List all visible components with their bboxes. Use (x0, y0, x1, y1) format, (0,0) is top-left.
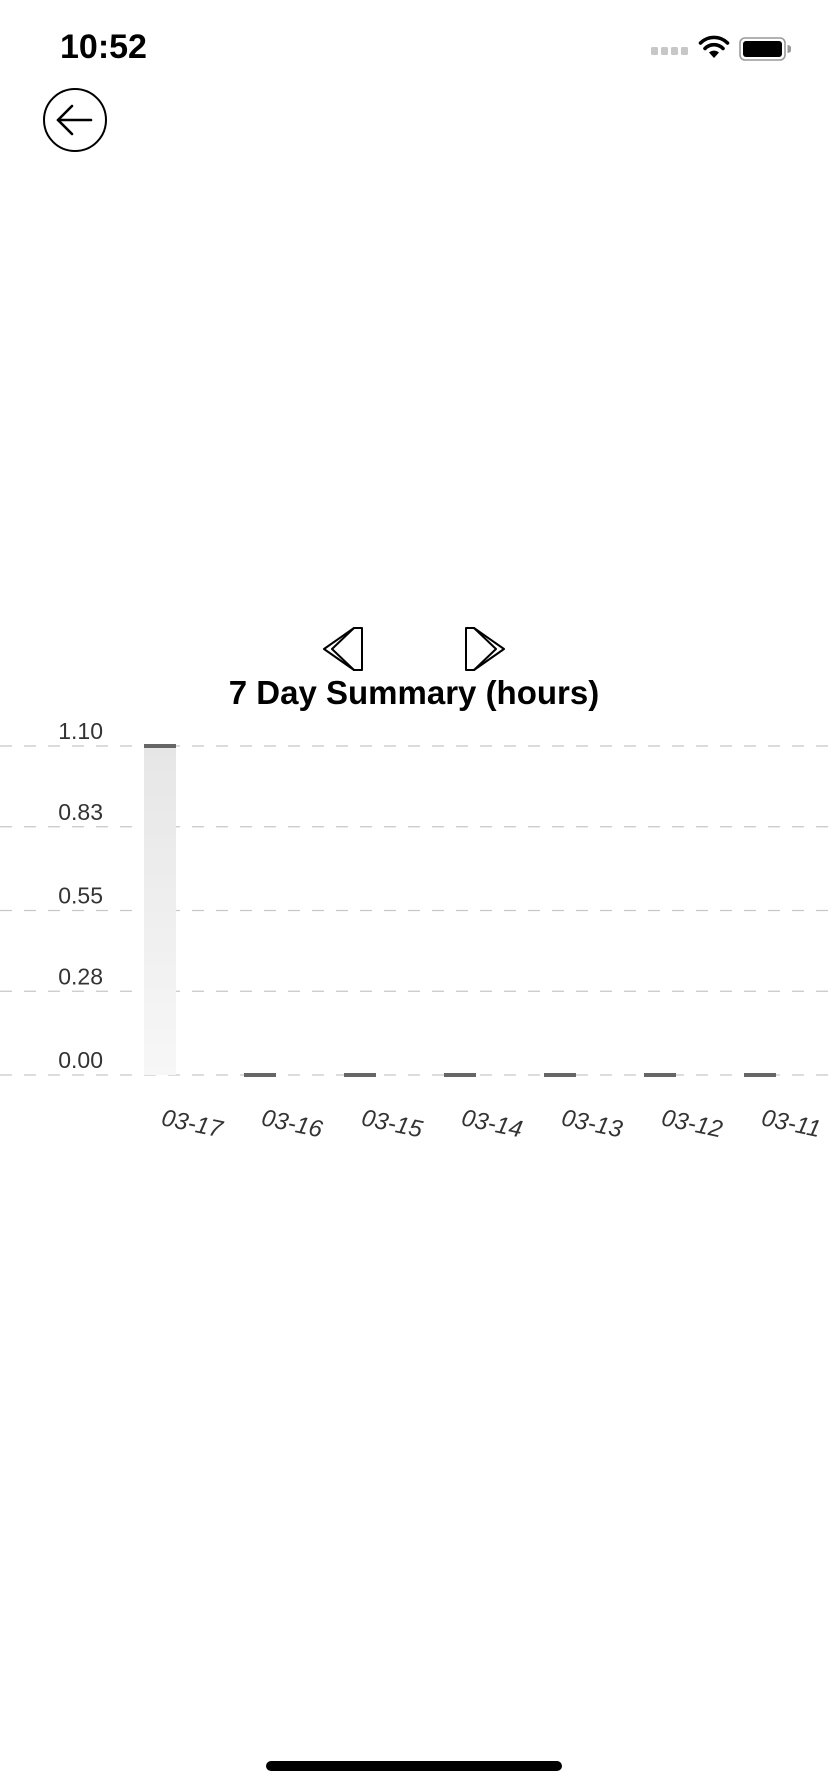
home-indicator (266, 1761, 562, 1771)
status-bar: 10:52 (0, 0, 828, 100)
back-button[interactable] (42, 87, 108, 153)
x-tick-label: 03-17 (159, 1104, 226, 1144)
x-tick-label: 03-14 (459, 1104, 525, 1143)
bar-cap (644, 1073, 676, 1077)
next-week-button[interactable] (462, 626, 506, 672)
bar-cap (244, 1073, 276, 1077)
wifi-icon (698, 35, 730, 58)
x-tick-label: 03-12 (659, 1104, 725, 1143)
y-tick-label: 0.00 (58, 1047, 103, 1073)
bar-chart: 0.00 0.28 0.55 0.83 1.10 03-17 03-16 03-15 03-14… (0, 720, 828, 1144)
week-navigation (0, 626, 828, 676)
bar-cap (144, 744, 176, 748)
chart-title: 7 Day Summary (hours) (228, 674, 600, 711)
x-tick-label: 03-15 (359, 1104, 425, 1143)
status-time: 10:52 (60, 28, 147, 66)
battery-icon (739, 37, 791, 61)
x-tick-label: 03-13 (559, 1104, 625, 1143)
x-tick-label: 03-16 (259, 1104, 325, 1143)
y-tick-label: 0.55 (58, 883, 103, 909)
double-chevron-left-icon (323, 627, 363, 671)
bar-cap (344, 1073, 376, 1077)
x-tick-label: 03-11 (759, 1104, 823, 1143)
cellular-signal-icon (651, 47, 688, 55)
y-tick-label: 1.10 (58, 720, 103, 744)
bar (144, 746, 176, 1075)
previous-week-button[interactable] (322, 626, 366, 672)
y-tick-label: 0.83 (58, 799, 103, 825)
bar-cap (744, 1073, 776, 1077)
bar-cap (544, 1073, 576, 1077)
arrow-left-icon (56, 104, 93, 136)
bar-cap (444, 1073, 476, 1077)
y-tick-label: 0.28 (58, 963, 103, 989)
double-chevron-right-icon (465, 627, 505, 671)
